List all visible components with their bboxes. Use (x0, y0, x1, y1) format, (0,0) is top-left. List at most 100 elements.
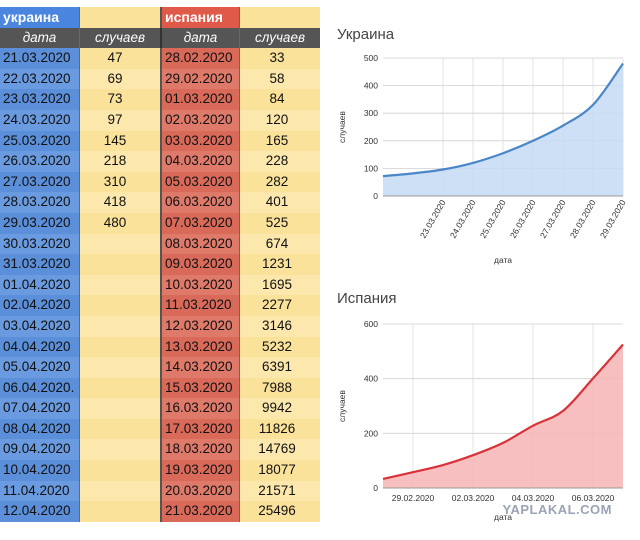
spain-cases-cell: 84 (240, 89, 320, 110)
spain-cases-cell: 165 (240, 131, 320, 152)
ukraine-date-cell: 04.04.2020 (0, 337, 80, 358)
spain-cases-cell: 6391 (240, 357, 320, 378)
ukraine-date-cell: 05.04.2020 (0, 357, 80, 378)
spain-date-cell: 10.03.2020 (160, 275, 240, 296)
spain-cases-cell: 525 (240, 213, 320, 234)
ukraine-cases-cell (80, 357, 160, 378)
spain-date-cell: 09.03.2020 (160, 254, 240, 275)
ukraine-date-cell: 07.04.2020 (0, 398, 80, 419)
ukraine-cases-cell (80, 481, 160, 502)
ukraine-cases-cell (80, 460, 160, 481)
spain-header-blank (240, 7, 320, 28)
spain-date-cell: 06.03.2020 (160, 192, 240, 213)
ukraine-date-cell: 09.04.2020 (0, 439, 80, 460)
ukraine-cases-cell (80, 254, 160, 275)
ukraine-cases-cell (80, 501, 160, 522)
x-axis-label: дата (494, 255, 512, 265)
spain-cases-cell: 33 (240, 48, 320, 69)
column-header-cases: случаев (80, 28, 160, 49)
column-header-cases: случаев (240, 28, 320, 49)
spain-cases-cell: 14769 (240, 439, 320, 460)
ukraine-cases-cell: 47 (80, 48, 160, 69)
ukraine-cases-cell: 310 (80, 172, 160, 193)
y-tick-label: 300 (364, 108, 378, 118)
spain-date-cell: 02.03.2020 (160, 110, 240, 131)
spain-date-cell: 18.03.2020 (160, 439, 240, 460)
ukraine-cases-cell: 69 (80, 69, 160, 90)
ukraine-cases-cell: 480 (80, 213, 160, 234)
spain-date-cell: 20.03.2020 (160, 481, 240, 502)
spain-cases-cell: 11826 (240, 419, 320, 440)
data-table: украина испания дата случаев дата случае… (0, 7, 322, 522)
y-tick-label: 600 (364, 319, 378, 329)
ukraine-cases-cell (80, 398, 160, 419)
spain-cases-cell: 282 (240, 172, 320, 193)
spain-cases-cell: 401 (240, 192, 320, 213)
spain-header: испания (160, 7, 240, 28)
spain-date-cell: 19.03.2020 (160, 460, 240, 481)
ukraine-date-cell: 24.03.2020 (0, 110, 80, 131)
series-area (383, 345, 623, 489)
ukraine-date-cell: 12.04.2020 (0, 501, 80, 522)
spain-cases-cell: 5232 (240, 337, 320, 358)
spain-date-cell: 15.03.2020 (160, 378, 240, 399)
ukraine-date-cell: 26.03.2020 (0, 151, 80, 172)
ukraine-date-cell: 28.03.2020 (0, 192, 80, 213)
ukraine-date-cell: 27.03.2020 (0, 172, 80, 193)
spain-date-cell: 16.03.2020 (160, 398, 240, 419)
spain-cases-cell: 228 (240, 151, 320, 172)
x-tick-label: 29.02.2020 (392, 493, 435, 503)
x-tick-label: 28.03.2020 (568, 198, 598, 240)
ukraine-cases-cell (80, 378, 160, 399)
spain-cases-cell: 25496 (240, 501, 320, 522)
x-tick-label: 02.03.2020 (452, 493, 495, 503)
table-column-header-row: дата случаев дата случаев (0, 28, 322, 49)
spain-date-cell: 17.03.2020 (160, 419, 240, 440)
ukraine-date-cell: 22.03.2020 (0, 69, 80, 90)
ukraine-date-cell: 30.03.2020 (0, 234, 80, 255)
x-tick-label: 27.03.2020 (538, 198, 568, 240)
spain-date-cell: 01.03.2020 (160, 89, 240, 110)
spain-cases-cell: 9942 (240, 398, 320, 419)
ukraine-date-cell: 31.03.2020 (0, 254, 80, 275)
ukraine-date-cell: 11.04.2020 (0, 481, 80, 502)
ukraine-cases-cell (80, 439, 160, 460)
ukraine-header: украина (0, 7, 80, 28)
y-tick-label: 0 (373, 191, 378, 201)
ukraine-header-blank (80, 7, 160, 28)
spain-date-cell: 11.03.2020 (160, 295, 240, 316)
column-header-date: дата (160, 28, 240, 49)
spain-cases-cell: 1695 (240, 275, 320, 296)
spain-date-cell: 07.03.2020 (160, 213, 240, 234)
ukraine-cases-cell: 73 (80, 89, 160, 110)
y-tick-label: 0 (373, 483, 378, 493)
spain-cases-cell: 7988 (240, 378, 320, 399)
ukraine-cases-cell (80, 337, 160, 358)
spain-date-cell: 29.02.2020 (160, 69, 240, 90)
watermark-text: YAPLAKAL.COM (502, 502, 612, 517)
ukraine-date-cell: 02.04.2020 (0, 295, 80, 316)
spain-cases-cell: 18077 (240, 460, 320, 481)
ukraine-cases-cell (80, 419, 160, 440)
ukraine-date-cell: 01.04.2020 (0, 275, 80, 296)
ukraine-cases-cell (80, 275, 160, 296)
x-tick-label: 29.03.2020 (598, 198, 628, 240)
